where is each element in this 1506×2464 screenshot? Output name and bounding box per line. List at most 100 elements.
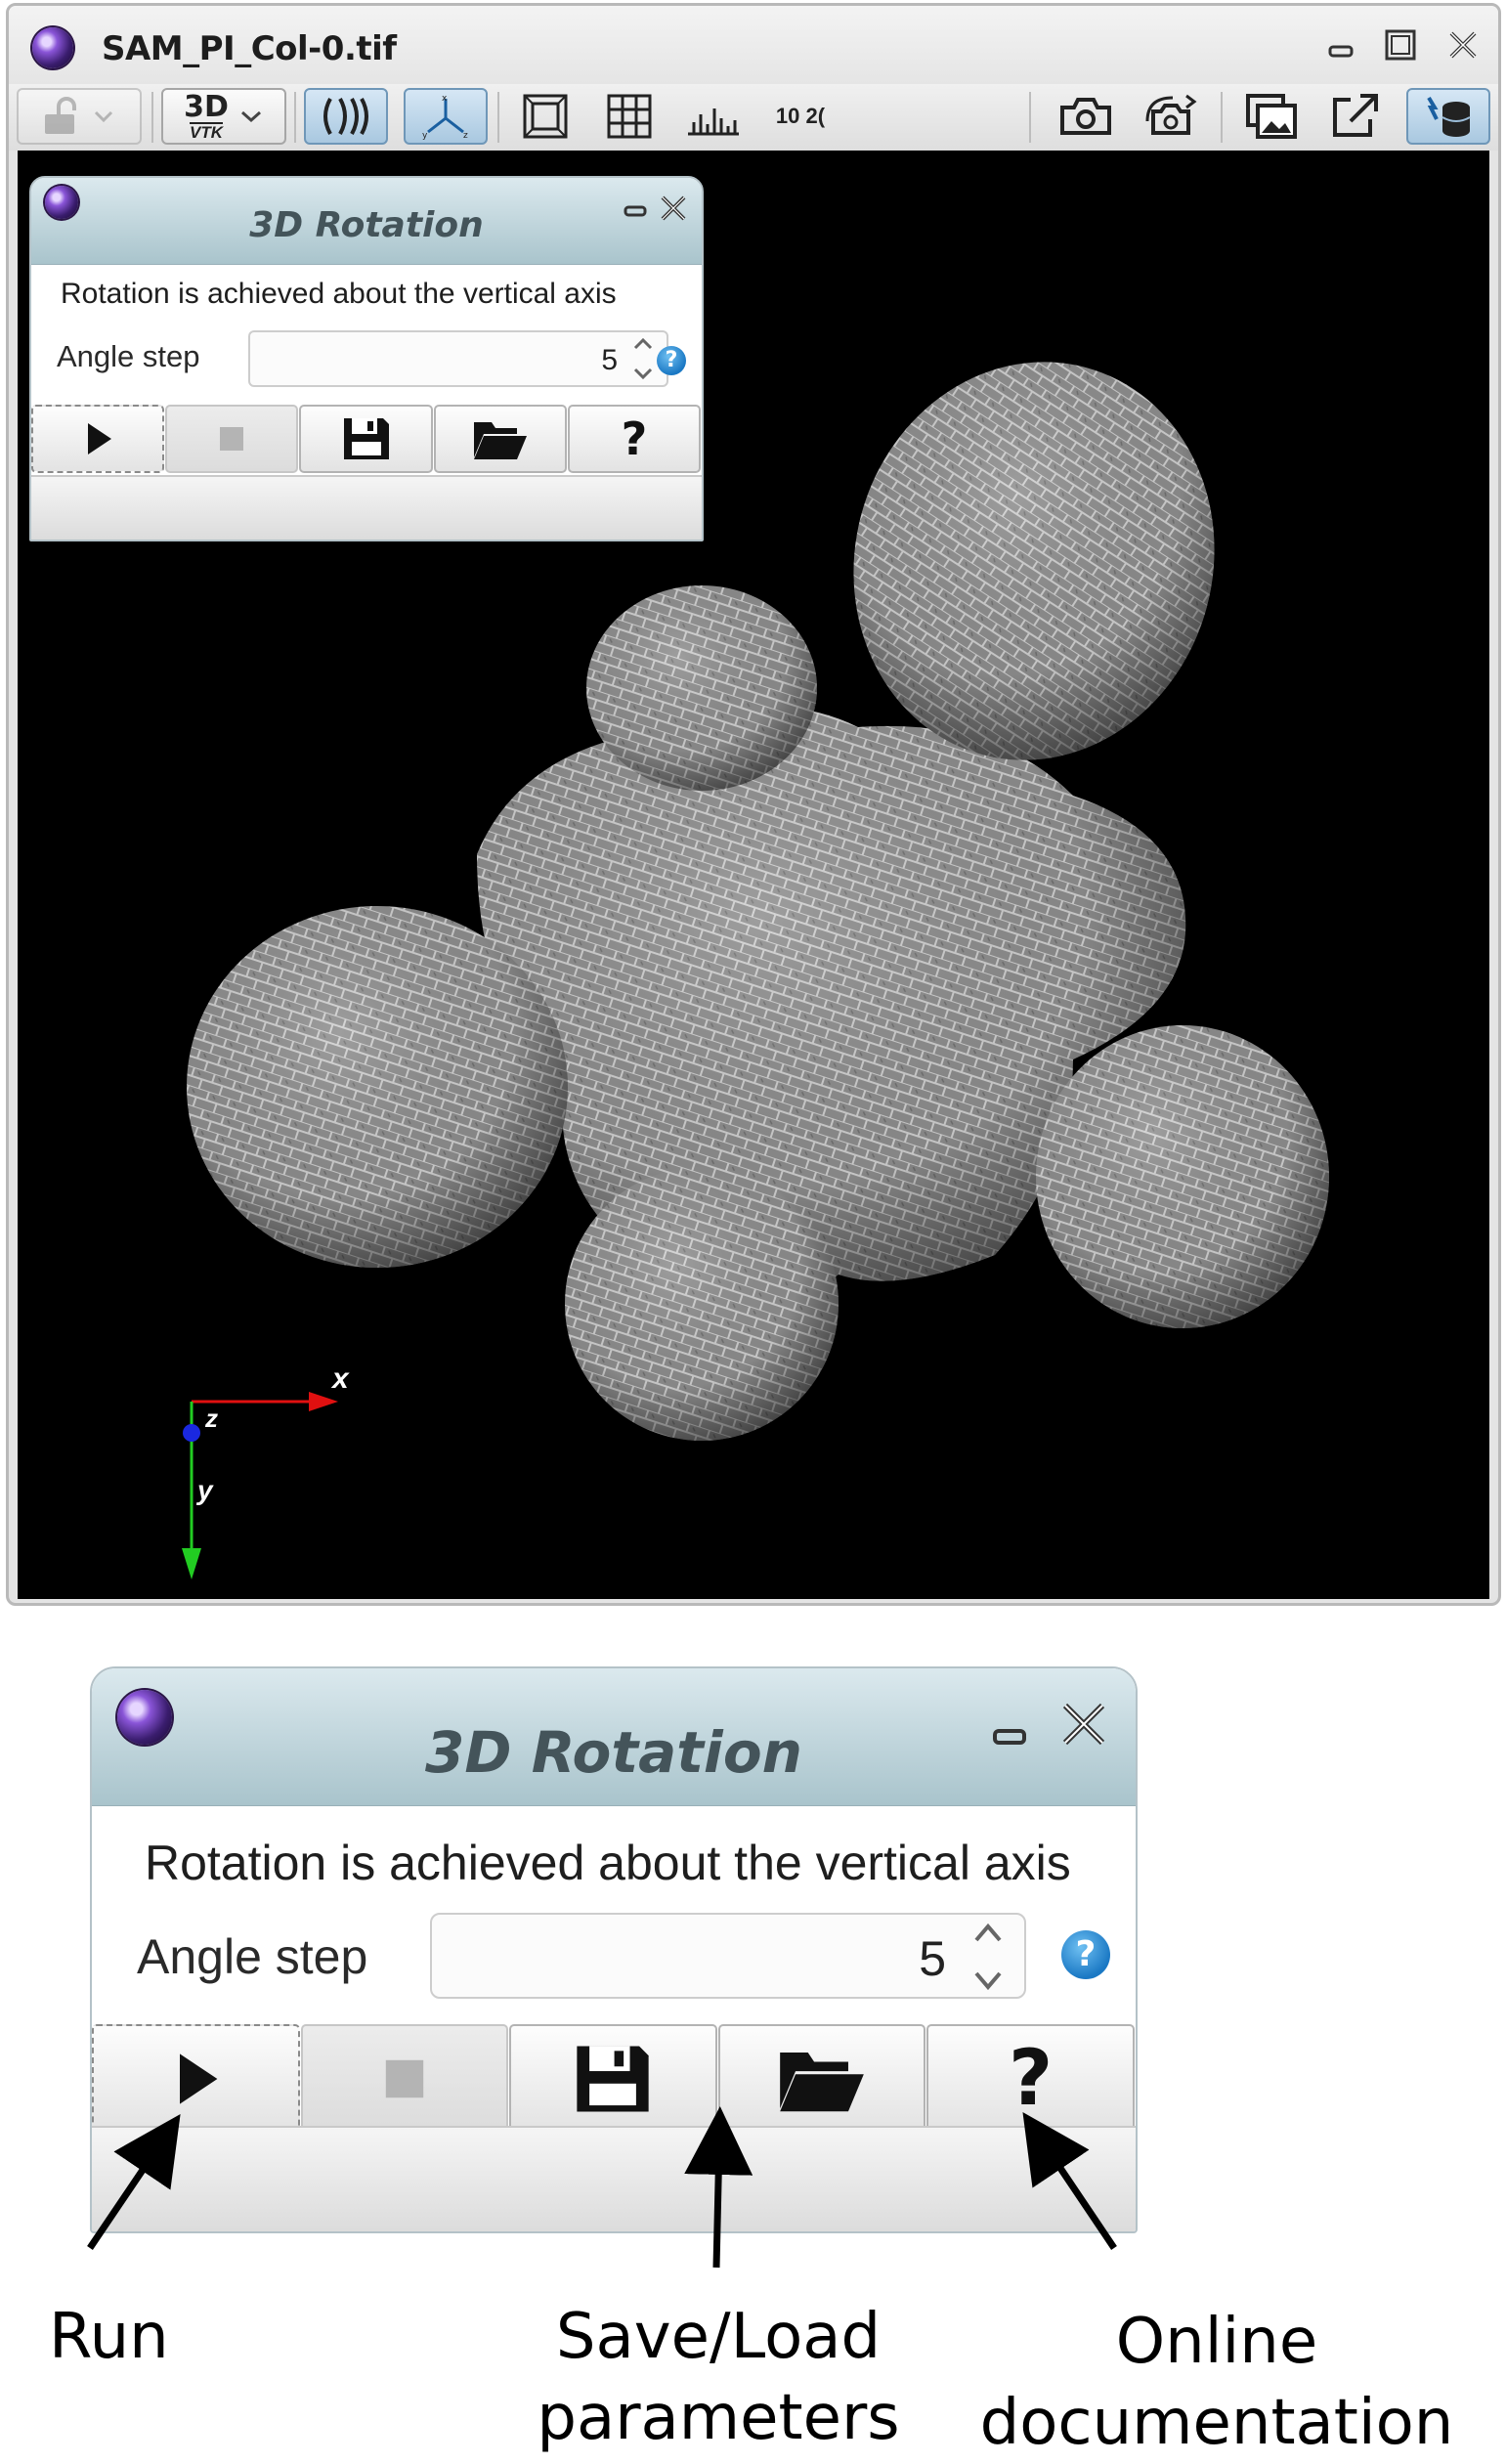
close-icon[interactable] (1443, 25, 1483, 65)
dialog-button-row: ? (92, 2024, 1136, 2134)
dialog-button-row: ? (31, 405, 702, 473)
annotation-online-doc-line2: documentation (979, 2387, 1454, 2460)
view-mode-sublabel: VTK (190, 121, 223, 142)
histogram-icon (688, 108, 739, 136)
save-parameters-button[interactable] (299, 405, 433, 473)
app-logo-icon (32, 27, 73, 68)
camera-rotate-icon (1145, 94, 1197, 135)
close-icon[interactable] (657, 192, 690, 230)
external-link-icon (1333, 94, 1378, 137)
flower-bud-right (1036, 1025, 1329, 1328)
chevron-down-icon[interactable] (970, 1966, 1006, 1995)
folder-open-icon (473, 422, 527, 459)
data-panel-button[interactable] (1406, 88, 1490, 145)
chevron-down-icon[interactable] (631, 364, 655, 383)
app-logo-icon (45, 186, 78, 219)
grid-button[interactable] (595, 88, 664, 145)
help-tooltip-icon[interactable]: ? (1061, 1930, 1110, 1979)
angle-step-spinner[interactable]: 5 (430, 1913, 1026, 1999)
flower-bud-top (586, 585, 817, 791)
help-button[interactable]: ? (926, 2024, 1135, 2134)
view-mode-dropdown[interactable]: 3D VTK (161, 88, 286, 145)
3d-viewport[interactable]: x z y (18, 151, 1489, 1599)
image-export-icon (1246, 94, 1297, 139)
rotate-icon (323, 98, 368, 135)
maximize-icon[interactable] (1381, 25, 1420, 65)
view-mode-label: 3D (184, 89, 229, 124)
run-button[interactable] (92, 2024, 300, 2134)
scale-info-label: 10 2( (775, 104, 826, 128)
flower-bud-top-right (853, 362, 1215, 760)
run-button[interactable] (31, 405, 165, 473)
close-icon[interactable] (1057, 1698, 1110, 1755)
question-mark-icon: ? (621, 412, 648, 465)
dialog-description: Rotation is achieved about the vertical … (61, 278, 617, 310)
stop-button[interactable] (165, 405, 299, 473)
save-parameters-button[interactable] (509, 2024, 717, 2134)
z-axis-dot (183, 1424, 200, 1442)
chevron-up-icon[interactable] (631, 334, 655, 354)
load-parameters-button[interactable] (717, 2024, 926, 2134)
screenshot-button[interactable] (1051, 88, 1121, 145)
x-axis-arrow (309, 1392, 338, 1411)
chevron-up-icon[interactable] (970, 1919, 1006, 1948)
bounding-box-button[interactable] (511, 88, 580, 145)
rotation-mode-button[interactable] (304, 88, 388, 145)
dialog-status-bar (92, 2126, 1136, 2231)
stop-button[interactable] (300, 2024, 509, 2134)
play-icon (180, 2053, 218, 2104)
play-icon (88, 423, 112, 454)
annotation-run: Run (49, 2301, 169, 2373)
camera-icon (1060, 98, 1111, 135)
grid-icon (607, 94, 652, 139)
help-button[interactable]: ? (567, 405, 702, 473)
axes-toggle-button[interactable]: x y z (404, 88, 488, 145)
axes-icon: x y z (422, 94, 468, 140)
viewer-toolbar: 3D VTK x y z (9, 84, 1498, 151)
window-titlebar[interactable]: SAM_PI_Col-0.tif (9, 6, 1498, 84)
flower-bud-bottom (565, 1167, 839, 1441)
spinner-arrows[interactable] (960, 1919, 1016, 1995)
dialog-titlebar[interactable]: 3D Rotation (92, 1668, 1136, 1806)
stop-icon (220, 427, 244, 451)
annotation-online-doc: Online documentation (958, 2302, 1476, 2464)
rotation-dialog-enlarged: 3D Rotation Rotation is achieved about t… (90, 1666, 1138, 2233)
annotation-save-load: Save/Load parameters (528, 2297, 909, 2459)
bounding-box-icon (523, 94, 568, 139)
app-logo-icon (117, 1690, 172, 1745)
rotation-dialog-small: 3D Rotation Rotation is achieved about t… (29, 176, 704, 541)
help-tooltip-icon[interactable]: ? (657, 346, 686, 375)
angle-step-spinner[interactable]: 5 (248, 330, 668, 387)
floppy-disk-icon (343, 418, 389, 459)
dialog-titlebar[interactable]: 3D Rotation (31, 178, 702, 265)
annotation-online-doc-line1: Online (1115, 2306, 1318, 2378)
orientation-axes-widget: x z y (182, 1362, 350, 1579)
dialog-title: 3D Rotation (425, 1719, 802, 1786)
minimize-icon[interactable] (1322, 25, 1361, 65)
floppy-disk-icon (577, 2046, 650, 2112)
screenshot-rotate-button[interactable] (1137, 88, 1207, 145)
angle-step-label: Angle step (137, 1929, 368, 1984)
minimize-icon[interactable] (622, 197, 651, 226)
external-window-button[interactable] (1320, 88, 1391, 145)
angle-step-label: Angle step (57, 339, 200, 373)
folder-open-icon (780, 2053, 864, 2112)
scale-info-button[interactable]: 10 2( (761, 88, 839, 145)
z-axis-label: z (204, 1404, 218, 1433)
window-title: SAM_PI_Col-0.tif (102, 29, 397, 68)
export-image-button[interactable] (1236, 88, 1307, 145)
x-axis-label: x (330, 1362, 350, 1395)
load-parameters-button[interactable] (433, 405, 567, 473)
central-meristem (477, 708, 1186, 1302)
svg-text:y: y (422, 131, 428, 140)
question-mark-icon: ? (1009, 2035, 1054, 2123)
meristem-3d-render (187, 362, 1329, 1441)
spinner-arrows[interactable] (625, 334, 661, 383)
minimize-icon[interactable] (989, 1717, 1032, 1755)
lock-dropdown[interactable] (17, 88, 142, 145)
y-axis-label: y (195, 1475, 214, 1505)
lock-icon (45, 97, 113, 134)
svg-text:z: z (463, 131, 468, 140)
histogram-button[interactable] (679, 88, 748, 145)
chevron-down-icon (240, 110, 261, 123)
